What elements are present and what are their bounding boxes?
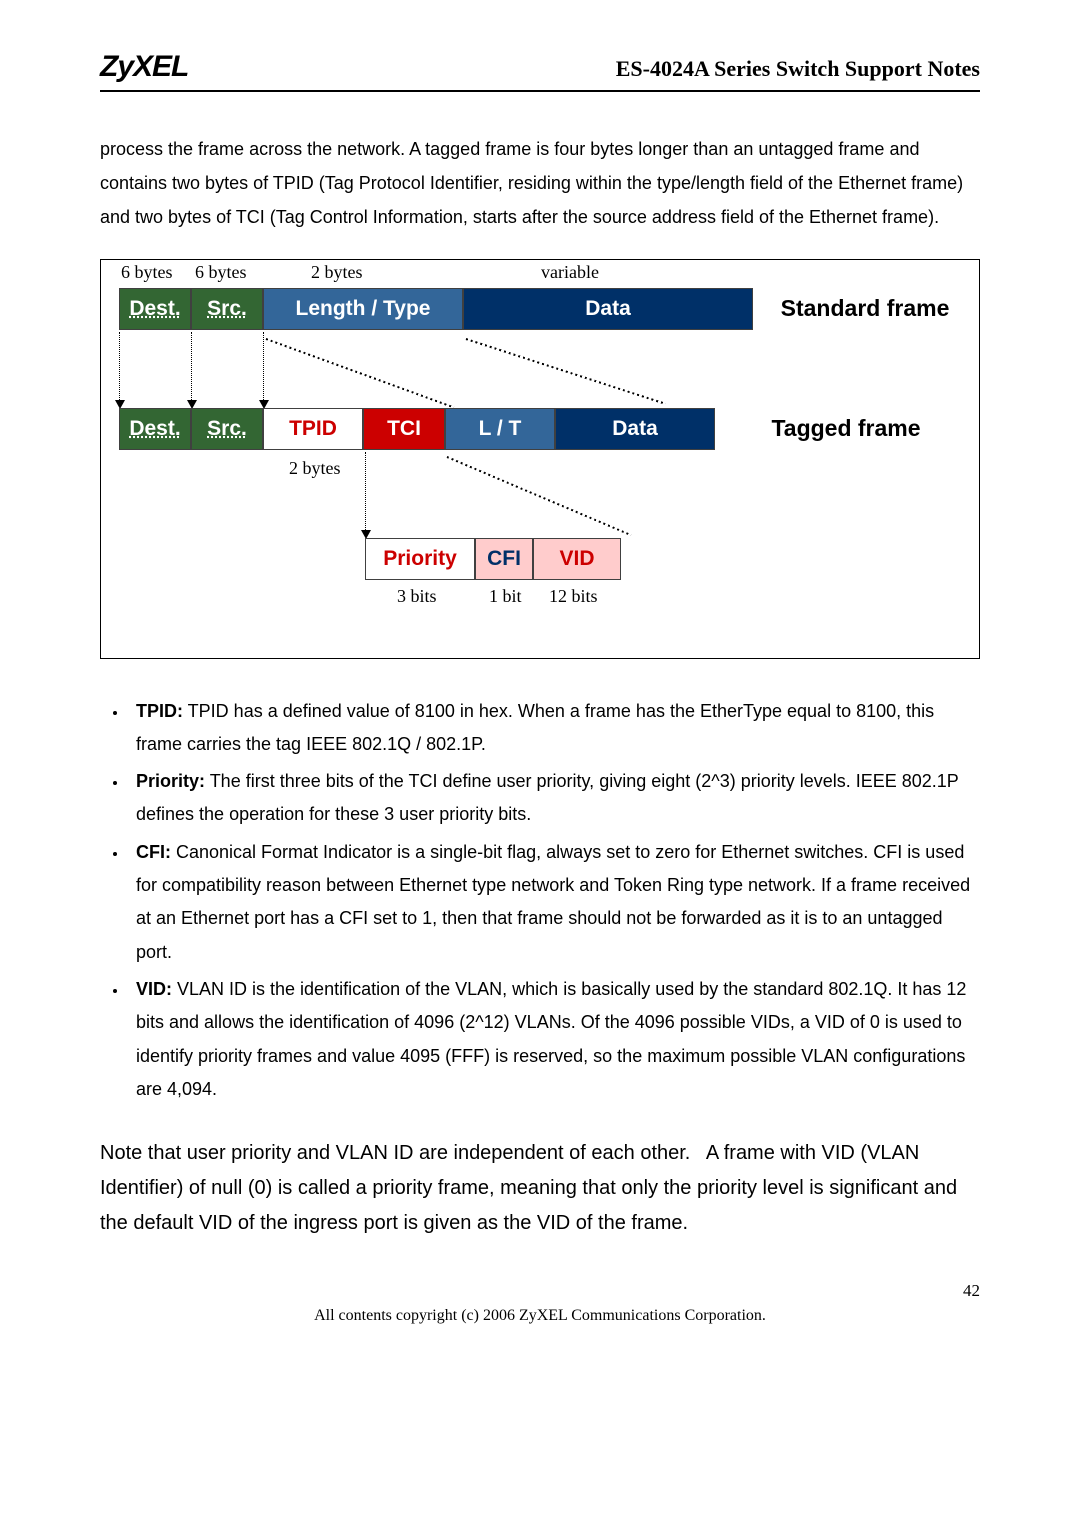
std-lt: Length / Type: [263, 288, 463, 330]
tag-data: Data: [555, 408, 715, 450]
tci-priority: Priority: [365, 538, 475, 580]
page-number: 42: [100, 1281, 980, 1301]
std-label: Standard frame: [753, 288, 961, 330]
diag-3: [447, 456, 632, 536]
tpid-label: TPID:: [136, 701, 183, 721]
cfi-text: Canonical Format Indicator is a single-b…: [136, 842, 970, 962]
logo: ZyXEL: [100, 50, 616, 84]
vid-label: VID:: [136, 979, 172, 999]
tag-src: Src.: [191, 408, 263, 450]
copyright: All contents copyright (c) 2006 ZyXEL Co…: [100, 1307, 980, 1325]
page-header: ZyXEL ES-4024A Series Switch Support Not…: [100, 50, 980, 92]
tag-tci: TCI: [363, 408, 445, 450]
size-6b-2: 6 bytes: [195, 262, 247, 283]
bits-1: 1 bit: [489, 586, 522, 607]
bits-12: 12 bits: [549, 586, 598, 607]
note-paragraph: Note that user priority and VLAN ID are …: [100, 1136, 980, 1241]
prio-label: Priority:: [136, 771, 205, 791]
std-data: Data: [463, 288, 753, 330]
diag-2: [466, 338, 666, 404]
tci-vid: VID: [533, 538, 621, 580]
bullet-list: TPID: TPID has a defined value of 8100 i…: [128, 695, 980, 1107]
tag-label: Tagged frame: [715, 408, 961, 450]
std-dest: Dest.: [119, 288, 191, 330]
prio-text: The first three bits of the TCI define u…: [136, 771, 958, 824]
bullet-priority: Priority: The first three bits of the TC…: [128, 765, 980, 832]
bullet-tpid: TPID: TPID has a defined value of 8100 i…: [128, 695, 980, 762]
conn-3: [263, 332, 264, 402]
size-6b-1: 6 bytes: [121, 262, 173, 283]
tag-lt: L / T: [445, 408, 555, 450]
size-2b: 2 bytes: [311, 262, 363, 283]
bullet-cfi: CFI: Canonical Format Indicator is a sin…: [128, 836, 980, 969]
tpid-text: TPID has a defined value of 8100 in hex.…: [136, 701, 934, 754]
bits-3: 3 bits: [397, 586, 437, 607]
cfi-label: CFI:: [136, 842, 171, 862]
tag-tpid: TPID: [263, 408, 363, 450]
size-var: variable: [541, 262, 599, 283]
std-src: Src.: [191, 288, 263, 330]
conn-1: [119, 332, 120, 402]
bullet-vid: VID: VLAN ID is the identification of th…: [128, 973, 980, 1106]
header-title: ES-4024A Series Switch Support Notes: [616, 56, 980, 82]
vid-text: VLAN ID is the identification of the VLA…: [136, 979, 966, 1099]
size-2b-mid: 2 bytes: [289, 458, 341, 479]
conn-2: [191, 332, 192, 402]
tci-cfi: CFI: [475, 538, 533, 580]
conn-tci-l: [365, 452, 366, 532]
diag-1: [266, 338, 454, 408]
frame-diagram: 6 bytes 6 bytes 2 bytes variable Dest. S…: [100, 259, 980, 659]
intro-text: process the frame across the network. A …: [100, 132, 980, 235]
tag-dest: Dest.: [119, 408, 191, 450]
